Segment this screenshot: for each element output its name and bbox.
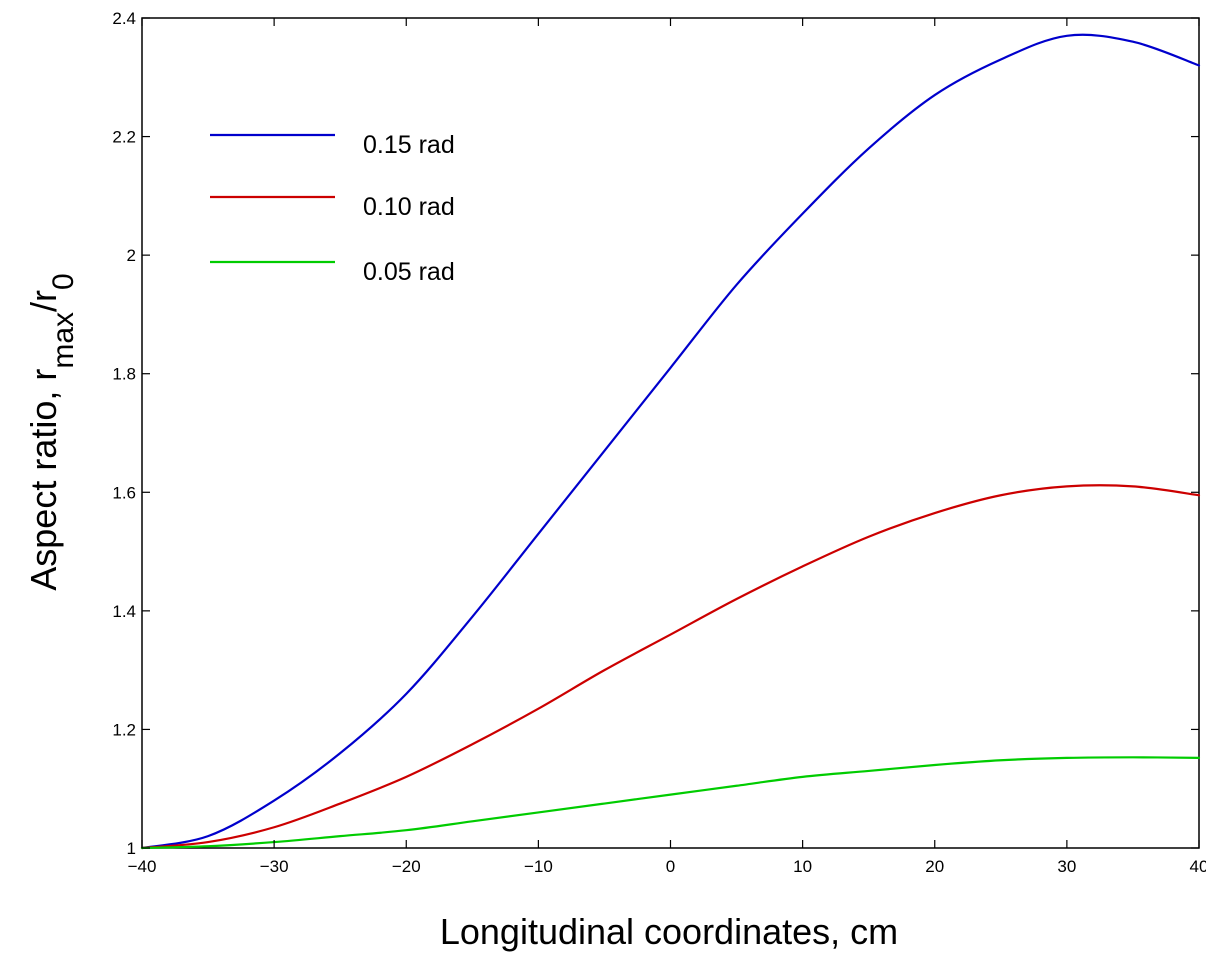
x-tick-label: −30 (260, 857, 289, 876)
series-line-3 (140, 756, 1201, 850)
y-tick-label: 2.4 (112, 9, 136, 28)
legend-label-1: 0.15 rad (363, 131, 455, 159)
y-tick-label: 1.6 (112, 483, 136, 502)
legend-label-3: 0.05 rad (363, 258, 455, 286)
legend-label-2: 0.10 rad (363, 193, 455, 221)
y-tick-label: 1 (127, 839, 136, 858)
x-tick-label: 30 (1057, 857, 1076, 876)
x-tick-label: 40 (1190, 857, 1206, 876)
x-tick-label: 0 (666, 857, 675, 876)
x-tick-label: −10 (524, 857, 553, 876)
y-tick-label: 1.2 (112, 720, 136, 739)
y-axis-title-mid: /r (23, 290, 64, 312)
x-tick-label: 10 (793, 857, 812, 876)
ticks-layer: −40 −30 −20 −10 0 10 20 30 40 1 1.2 1.4 1.6 1.8 2 2.2 2.… (112, 9, 1206, 876)
y-tick-label: 1.4 (112, 602, 136, 621)
y-axis-title-main: Aspect ratio, r (23, 369, 64, 591)
x-tick-label: −20 (392, 857, 421, 876)
series-layer (140, 33, 1201, 850)
y-axis-title-sub1: max (47, 312, 80, 369)
series-line-1 (140, 33, 1201, 850)
y-tick-label: 2.2 (112, 128, 136, 147)
x-axis-title: Longitudinal coordinates, cm (440, 911, 898, 952)
series-line-2 (140, 484, 1201, 850)
y-tick-label: 2 (127, 246, 136, 265)
y-axis-title: Aspect ratio, rmax/r0 (23, 273, 80, 590)
y-axis-title-sub2: 0 (47, 273, 80, 290)
y-tick-label: 1.8 (112, 365, 136, 384)
legend: 0.15 rad 0.10 rad 0.05 rad (210, 131, 455, 286)
x-tick-label: −40 (128, 857, 157, 876)
x-tick-label: 20 (925, 857, 944, 876)
